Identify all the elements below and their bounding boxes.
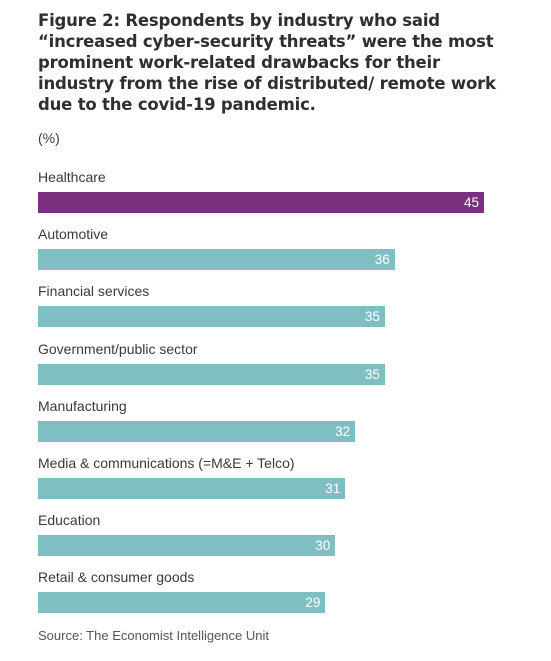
bar: 31 xyxy=(38,478,346,499)
category-label: Healthcare xyxy=(38,169,106,185)
bar-chart: Healthcare 45 Automotive 36 Financial servic… xyxy=(0,160,551,620)
bar: 35 xyxy=(38,363,385,385)
source-note: Source: The Economist Intelligence Unit xyxy=(38,628,269,643)
bar: 36 xyxy=(38,249,395,271)
category-label: Government/public sector xyxy=(38,340,198,357)
unit-label: (%) xyxy=(38,130,60,146)
bar-value-label: 32 xyxy=(335,423,351,439)
chart-title: Figure 2: Respondents by industry who sa… xyxy=(38,11,496,114)
category-label: Financial services xyxy=(38,283,150,300)
bar-value-label: 30 xyxy=(315,538,331,554)
bar-value-label: 45 xyxy=(463,195,479,210)
bar-value-label: 36 xyxy=(374,252,390,268)
bar: 30 xyxy=(38,535,336,557)
bar-value-label: 35 xyxy=(364,309,380,325)
bar: 32 xyxy=(38,420,356,442)
bar: 29 xyxy=(38,592,326,614)
category-label: Education xyxy=(38,512,101,529)
bar-value-label: 31 xyxy=(325,481,341,496)
category-label: Retail & consumer goods xyxy=(38,569,195,586)
bar: 45 xyxy=(38,192,484,213)
category-label: Automotive xyxy=(38,226,109,243)
bar-value-label: 35 xyxy=(364,366,380,382)
category-label: Media & communications (=M&E + Telco) xyxy=(38,455,295,471)
bar-value-label: 29 xyxy=(305,595,321,611)
bar: 35 xyxy=(38,306,385,328)
category-label: Manufacturing xyxy=(38,397,127,414)
